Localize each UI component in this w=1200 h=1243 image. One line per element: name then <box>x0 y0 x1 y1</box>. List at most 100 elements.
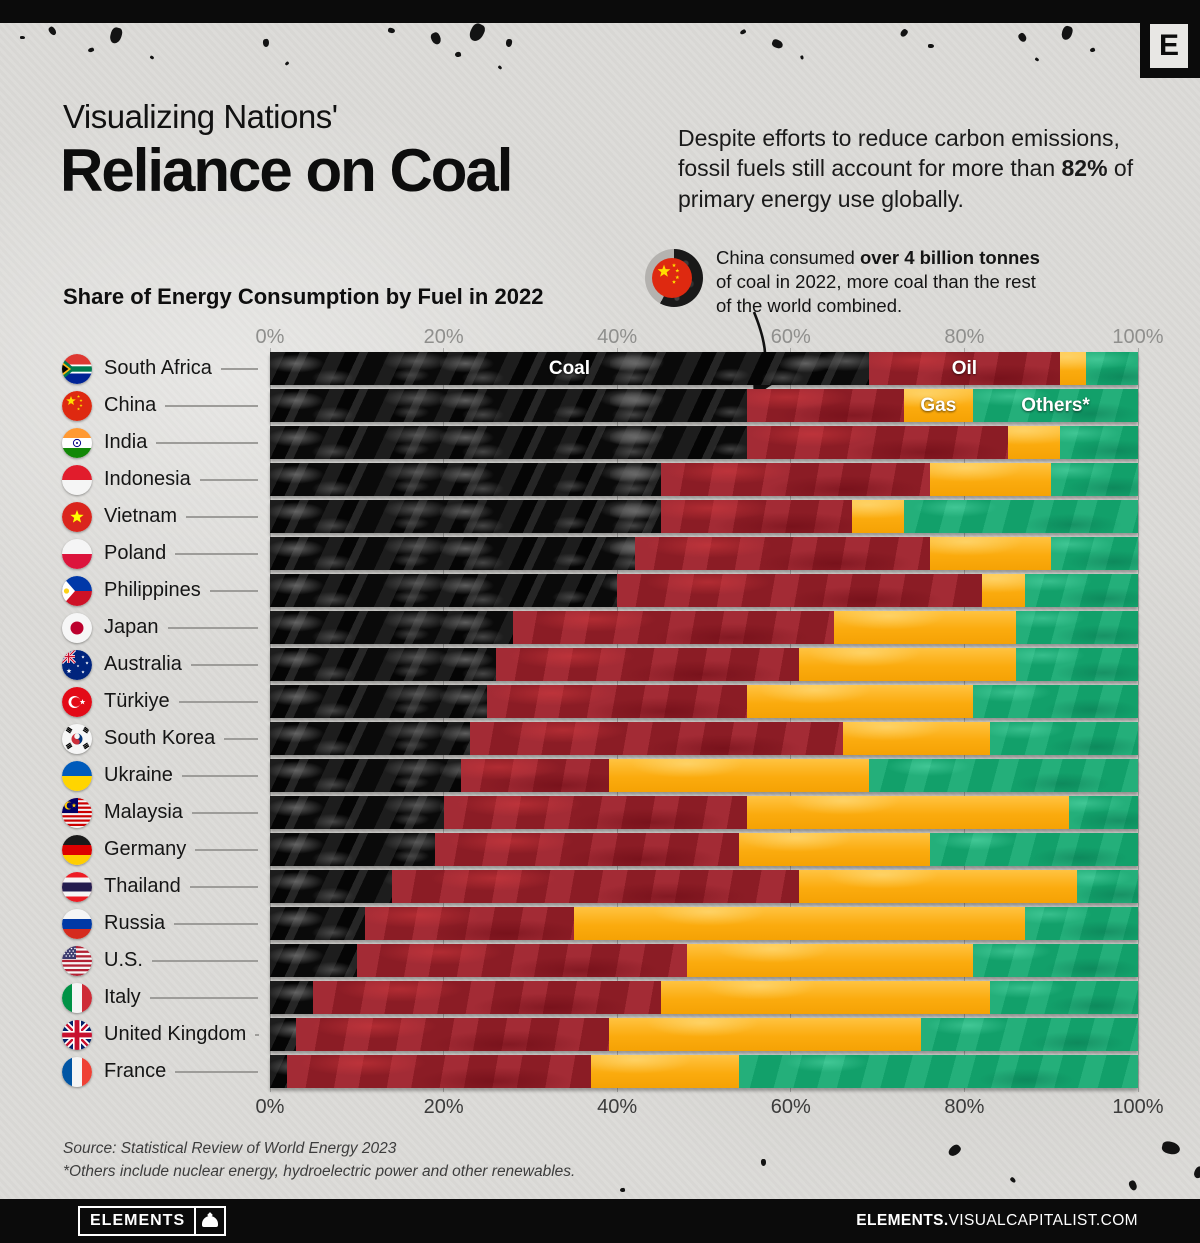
leader-line <box>191 811 258 814</box>
segment-oil <box>634 537 930 570</box>
stacked-bar <box>270 944 1138 977</box>
stacked-bar <box>270 500 1138 533</box>
segment-others <box>1025 574 1138 607</box>
intro-bold-stat: 82% <box>1061 155 1108 182</box>
segment-coal <box>270 722 470 755</box>
segment-gas: Gas <box>903 389 974 422</box>
segment-coal <box>270 463 661 496</box>
segment-others <box>1077 870 1138 903</box>
stacked-bar <box>270 648 1138 681</box>
flag-italy-icon <box>62 982 92 1013</box>
stacked-bar <box>270 796 1138 829</box>
coal-speckle <box>1060 24 1074 42</box>
segment-coal <box>270 944 357 977</box>
elements-footer-logo-text: ELEMENTS <box>90 1212 186 1229</box>
axis-tick-bottom-40%: 40% <box>597 1096 638 1118</box>
footer-bar: ELEMENTS ELEMENTS.VISUALCAPITALIST.COM <box>0 1199 1200 1243</box>
country-row-ukraine: Ukraine <box>0 759 1200 792</box>
segment-coal <box>270 611 514 644</box>
row-header: Japan <box>62 611 262 644</box>
stacked-bar <box>270 685 1138 718</box>
country-row-germany: Germany <box>0 833 1200 866</box>
country-label: Japan <box>104 616 159 638</box>
flag-us-icon <box>62 945 92 976</box>
segment-coal <box>270 648 496 681</box>
stacked-bar <box>270 463 1138 496</box>
country-label: Malaysia <box>104 801 183 823</box>
series-label-coal: Coal <box>548 357 591 379</box>
segment-gas <box>608 1018 921 1051</box>
page-title-kicker: Visualizing Nations' <box>63 98 338 135</box>
series-label-others: Others* <box>1021 394 1090 416</box>
axis-tick-bottom-20%: 20% <box>423 1096 464 1118</box>
segment-others <box>1051 537 1138 570</box>
page-title: Reliance on Coal <box>60 137 513 204</box>
top-coal-band <box>0 0 1200 23</box>
segment-others <box>1016 611 1138 644</box>
axis-tick-top-0%: 0% <box>255 326 285 348</box>
row-header: Vietnam <box>62 500 262 533</box>
segment-others <box>1051 463 1138 496</box>
row-header: Germany <box>62 833 262 866</box>
segment-oil <box>513 611 835 644</box>
country-row-u-s-: U.S. <box>0 944 1200 977</box>
segment-gas <box>799 870 1078 903</box>
gridline-100% <box>1137 348 1139 1092</box>
segment-gas <box>747 796 1069 829</box>
flag-thailand-icon <box>62 871 92 902</box>
leader-line <box>175 1070 258 1073</box>
intro-text-after: of primary energy use globally. <box>678 155 1134 212</box>
country-label: Thailand <box>104 875 181 897</box>
leader-line <box>151 959 258 962</box>
country-row-india: India <box>0 426 1200 459</box>
flag-australia-icon <box>62 649 92 680</box>
segment-coal <box>270 907 366 940</box>
country-row-japan: Japan <box>0 611 1200 644</box>
country-row-united-kingdom: United Kingdom <box>0 1018 1200 1051</box>
segment-coal <box>270 1018 297 1051</box>
country-row-poland: Poland <box>0 537 1200 570</box>
coal-speckle <box>497 65 503 70</box>
gridline-20% <box>443 348 445 1092</box>
segment-oil <box>469 722 843 755</box>
coal-speckle <box>1009 1176 1017 1184</box>
stacked-bar <box>270 981 1138 1014</box>
flag-malaysia-icon <box>62 797 92 828</box>
flag-japan-icon <box>62 612 92 643</box>
flag-france-icon <box>62 1056 92 1087</box>
segment-coal <box>270 389 748 422</box>
segment-oil <box>443 796 748 829</box>
segment-gas <box>851 500 904 533</box>
elements-e-letter: E <box>1158 29 1179 62</box>
segment-oil <box>660 500 852 533</box>
country-label: Poland <box>104 542 167 564</box>
country-label: Philippines <box>104 579 201 601</box>
country-label: France <box>104 1060 167 1082</box>
country-row-australia: Australia <box>0 648 1200 681</box>
row-header: Australia <box>62 648 262 681</box>
country-row-china: China Gas Others* <box>0 389 1200 422</box>
annotation-text-after: of coal in 2022, more coal than the rest… <box>716 271 1036 317</box>
segment-oil <box>434 833 739 866</box>
footer-site-bold: ELEMENTS. <box>856 1212 949 1229</box>
segment-oil <box>356 944 687 977</box>
segment-gas <box>981 574 1026 607</box>
flag-vietnam-icon <box>62 501 92 532</box>
leader-line <box>189 885 258 888</box>
stacked-bar <box>270 1055 1138 1088</box>
leader-line <box>224 737 258 740</box>
leader-line <box>174 922 258 925</box>
coal-speckle <box>927 43 935 49</box>
segment-coal <box>270 796 444 829</box>
segment-oil <box>747 389 904 422</box>
flag-indonesia-icon <box>62 464 92 495</box>
leader-line <box>186 515 258 518</box>
coal-speckle <box>149 55 155 60</box>
country-label: China <box>104 394 157 416</box>
segment-others <box>920 1018 1138 1051</box>
coal-speckle <box>946 1142 963 1159</box>
leader-line <box>175 552 258 555</box>
row-header: South Korea <box>62 722 262 755</box>
axis-tick-bottom-100%: 100% <box>1112 1096 1164 1118</box>
segment-others <box>1059 426 1138 459</box>
